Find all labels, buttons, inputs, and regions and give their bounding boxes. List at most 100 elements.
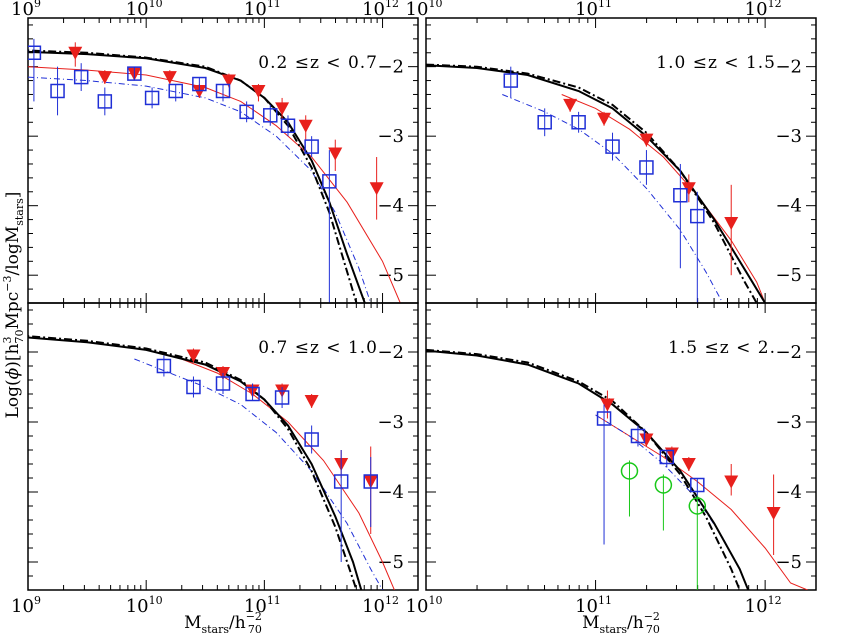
x-tick-base: 10	[244, 596, 267, 617]
ylabel-phi: ϕ	[3, 367, 23, 379]
red-triangle-point	[639, 133, 654, 147]
x-tick-exp: 12	[385, 594, 399, 607]
blue-square-point	[503, 73, 519, 88]
blue-square-point	[215, 83, 231, 99]
x-tick-exp: 10	[428, 594, 442, 607]
x-tick-base: 10	[406, 0, 429, 20]
red-triangle-point	[251, 84, 266, 98]
y-tick-label: −2	[377, 57, 404, 78]
red-triangle-point	[369, 182, 384, 196]
xlabel-part: /h	[627, 613, 644, 633]
x-tick-base: 10	[126, 0, 149, 20]
x-tick-base: 10	[126, 596, 149, 617]
blue-square-point	[127, 66, 142, 81]
y-tick-label: −4	[775, 196, 802, 217]
x-tick-exp: 10	[149, 0, 163, 10]
x-tick-exp: 11	[598, 0, 612, 10]
blue-square-point	[630, 428, 646, 444]
blue-square-point	[304, 432, 319, 447]
blue-square-point	[639, 160, 654, 175]
y-tick-label: −2	[775, 57, 802, 78]
y-tick-label: −2	[377, 342, 404, 363]
redshift-label: 0.7 ≤z < 1.0	[258, 338, 378, 358]
x-tick-label: 1010	[406, 594, 443, 617]
red-triangle-point	[68, 46, 83, 60]
x-tick-exp: 9	[34, 594, 41, 607]
redshift-label: 1.5 ≤z < 2.	[668, 338, 776, 358]
y-tick-label: −5	[775, 552, 802, 573]
x-tick-base: 10	[362, 596, 385, 617]
x-tick-label: 1010	[126, 594, 163, 617]
ylabel-sup: −3	[1, 275, 14, 291]
x-tick-label: 1010	[126, 0, 163, 20]
blue-square-point	[280, 118, 296, 133]
blue-square-point	[690, 477, 705, 493]
panel-frame	[27, 302, 419, 591]
x-tick-label: 109	[11, 594, 41, 617]
blue-square-point	[144, 90, 160, 106]
red-triangle-point	[724, 475, 739, 489]
blue-square-point	[215, 376, 231, 391]
red-triangle-point	[186, 349, 201, 363]
xlabel-part: /h	[229, 613, 246, 633]
red-triangle-point	[639, 433, 654, 447]
x-tick-exp: 10	[428, 0, 442, 10]
y-tick-label: −4	[377, 482, 404, 503]
x-tick-exp: 11	[267, 594, 281, 607]
ylabel-part: Mpc	[3, 292, 23, 330]
blue-square-point	[274, 390, 290, 405]
blue-square-point	[537, 115, 552, 130]
redshift-label: 0.2 ≤z < 0.7	[258, 53, 378, 73]
x-tick-base: 10	[575, 596, 598, 617]
x-tick-base: 10	[745, 596, 768, 617]
x-tick-base: 10	[244, 0, 267, 20]
blue-square-point	[571, 115, 586, 130]
blue-square-point	[333, 474, 349, 489]
blue-square-point	[73, 69, 89, 85]
red-triangle-point	[162, 71, 177, 85]
blue-fit-curve	[502, 94, 724, 303]
xlabel-sub: 70	[646, 623, 660, 636]
red-triangle-point	[724, 217, 739, 231]
xlabel-sub: 70	[248, 623, 262, 636]
blue-square-point	[659, 449, 675, 465]
red-triangle-point	[563, 98, 578, 112]
red-triangle-point	[766, 507, 781, 520]
y-tick-label: −3	[377, 126, 404, 147]
xlabel-part: M	[184, 613, 201, 633]
blue-square-point	[50, 83, 65, 99]
blue-square-point	[605, 139, 620, 154]
x-tick-exp: 10	[149, 594, 163, 607]
y-tick-label: −4	[775, 482, 802, 503]
xlabel-part: M	[582, 613, 599, 633]
curves-group	[426, 348, 808, 590]
x-tick-exp: 9	[34, 0, 41, 10]
y-tick-label: −3	[775, 412, 802, 433]
green-circle-point	[688, 497, 707, 515]
x-tick-label: 1012	[362, 594, 399, 617]
x-tick-base: 10	[11, 596, 34, 617]
y-tick-label: −5	[775, 265, 802, 286]
points-group	[156, 348, 378, 562]
ylabel-sub: stars	[13, 198, 26, 226]
x-tick-label: 1011	[244, 594, 281, 617]
x-tick-label: 1012	[745, 0, 782, 20]
x-axis-label-1: Mstars/h−2 70	[184, 610, 262, 636]
ylabel-part: /logM	[3, 226, 23, 276]
y-tick-label: −5	[377, 552, 404, 573]
ylabel-sub: 70	[13, 330, 26, 344]
black-solid-curve	[426, 64, 766, 303]
x-tick-label: 1012	[362, 0, 399, 20]
black-dashdot-curve	[426, 348, 741, 590]
y-axis-label: Log(ϕ)[h370Mpc−3/logMstars]	[1, 192, 26, 419]
green-circle-point	[620, 462, 639, 480]
red-triangle-point	[221, 74, 236, 88]
black-solid-curve	[28, 50, 366, 303]
blue-fit-curve	[595, 414, 749, 590]
x-tick-label: 1011	[244, 0, 281, 20]
points-group	[596, 390, 781, 590]
curves-group	[426, 63, 766, 303]
